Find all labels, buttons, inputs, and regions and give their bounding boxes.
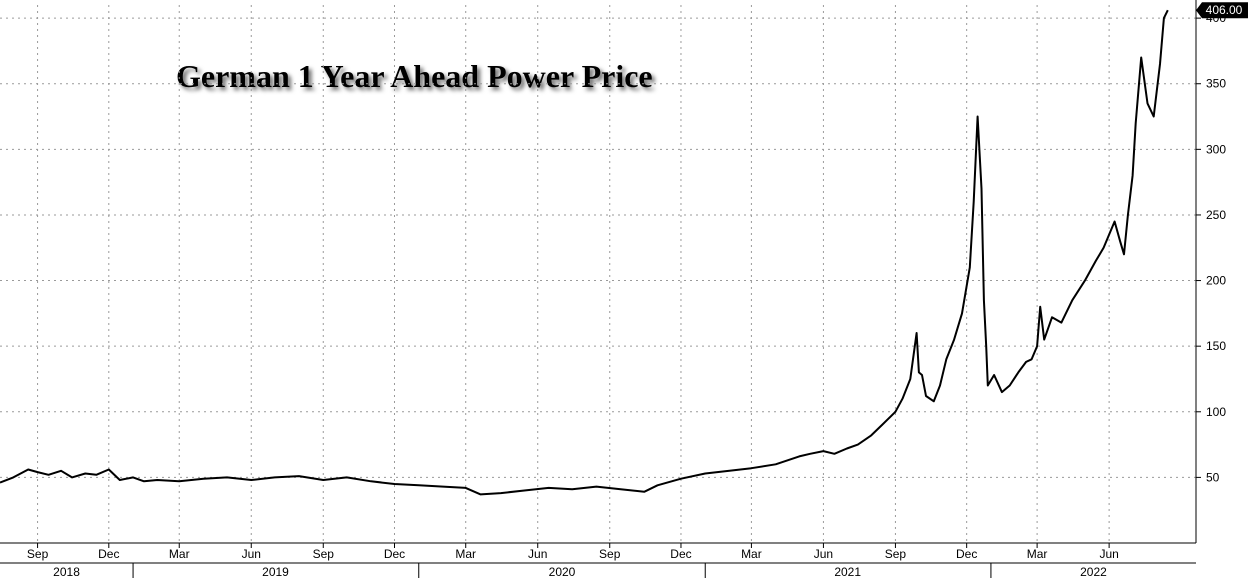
x-tick-label: Dec bbox=[98, 547, 119, 561]
x-axis-ticks: Sep Dec Mar Jun Sep Dec Mar Jun Sep Dec Mar Jun Sep D… bbox=[27, 543, 1119, 561]
x-tick-label: Sep bbox=[599, 547, 621, 561]
x-tick-label: Mar bbox=[169, 547, 190, 561]
x-tick-label: Jun bbox=[814, 547, 833, 561]
x-tick-label: Jun bbox=[242, 547, 261, 561]
y-tick-label: 300 bbox=[1206, 142, 1226, 156]
y-tick-label: 150 bbox=[1206, 339, 1226, 353]
year-label: 2021 bbox=[834, 565, 861, 578]
y-tick-label: 100 bbox=[1206, 405, 1226, 419]
y-tick-label: 350 bbox=[1206, 77, 1226, 91]
y-tick-label: 200 bbox=[1206, 274, 1226, 288]
year-label: 2018 bbox=[53, 565, 80, 578]
x-tick-label: Sep bbox=[313, 547, 335, 561]
axes bbox=[0, 0, 1197, 564]
y-tick-label: 250 bbox=[1206, 208, 1226, 222]
year-label: 2019 bbox=[262, 565, 289, 578]
price-series-line bbox=[0, 9, 1169, 496]
x-tick-label: Sep bbox=[27, 547, 49, 561]
year-labels: 2018 2019 2020 2021 2022 bbox=[53, 563, 1107, 578]
y-tick-label: 50 bbox=[1206, 470, 1220, 484]
chart-title: German 1 Year Ahead Power Price bbox=[176, 58, 653, 94]
x-tick-label: Jun bbox=[1099, 547, 1118, 561]
last-value-badge bbox=[1196, 2, 1248, 19]
x-tick-label: Mar bbox=[455, 547, 476, 561]
x-tick-label: Dec bbox=[956, 547, 977, 561]
gridlines bbox=[0, 5, 1196, 543]
last-value-tag: 406.00 bbox=[1196, 2, 1248, 19]
x-tick-label: Dec bbox=[384, 547, 405, 561]
x-tick-label: Mar bbox=[1027, 547, 1048, 561]
year-label: 2020 bbox=[549, 565, 576, 578]
year-label: 2022 bbox=[1080, 565, 1107, 578]
last-value-text: 406.00 bbox=[1206, 3, 1243, 17]
y-axis-ticks: 50100150200250300350400 bbox=[1196, 11, 1226, 484]
x-tick-label: Sep bbox=[885, 547, 907, 561]
x-tick-label: Jun bbox=[528, 547, 547, 561]
x-tick-label: Dec bbox=[670, 547, 691, 561]
x-tick-label: Mar bbox=[741, 547, 762, 561]
